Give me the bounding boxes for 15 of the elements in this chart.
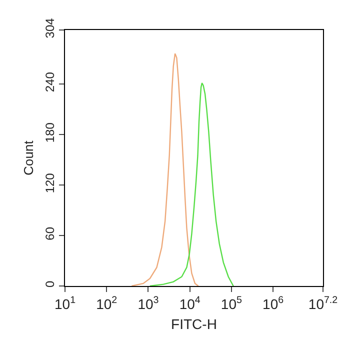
x-tick-label: 10$^{1}$ bbox=[54, 294, 76, 312]
x-axis-title: FITC-H bbox=[171, 316, 217, 332]
x-tick-label: 10$^{6}$ bbox=[262, 294, 284, 312]
y-tick-label: 304 bbox=[43, 18, 58, 38]
y-tick-label: 0 bbox=[43, 280, 58, 288]
x-tick-label: 10$^{3}$ bbox=[138, 294, 160, 312]
x-tick-label: 10$^{2}$ bbox=[96, 294, 118, 312]
x-tick-label: 10$^{5}$ bbox=[220, 294, 243, 312]
x-tick-label: 10$^{7.2}$ bbox=[308, 294, 338, 312]
y-axis-title: Count bbox=[21, 140, 36, 176]
y-tick-label: 180 bbox=[43, 122, 58, 143]
y-tick-label: 120 bbox=[43, 172, 58, 194]
x-tick-label: 10$^{4}$ bbox=[179, 294, 201, 312]
y-tick-label: 240 bbox=[43, 72, 58, 92]
y-tick-label: 60 bbox=[43, 226, 58, 240]
